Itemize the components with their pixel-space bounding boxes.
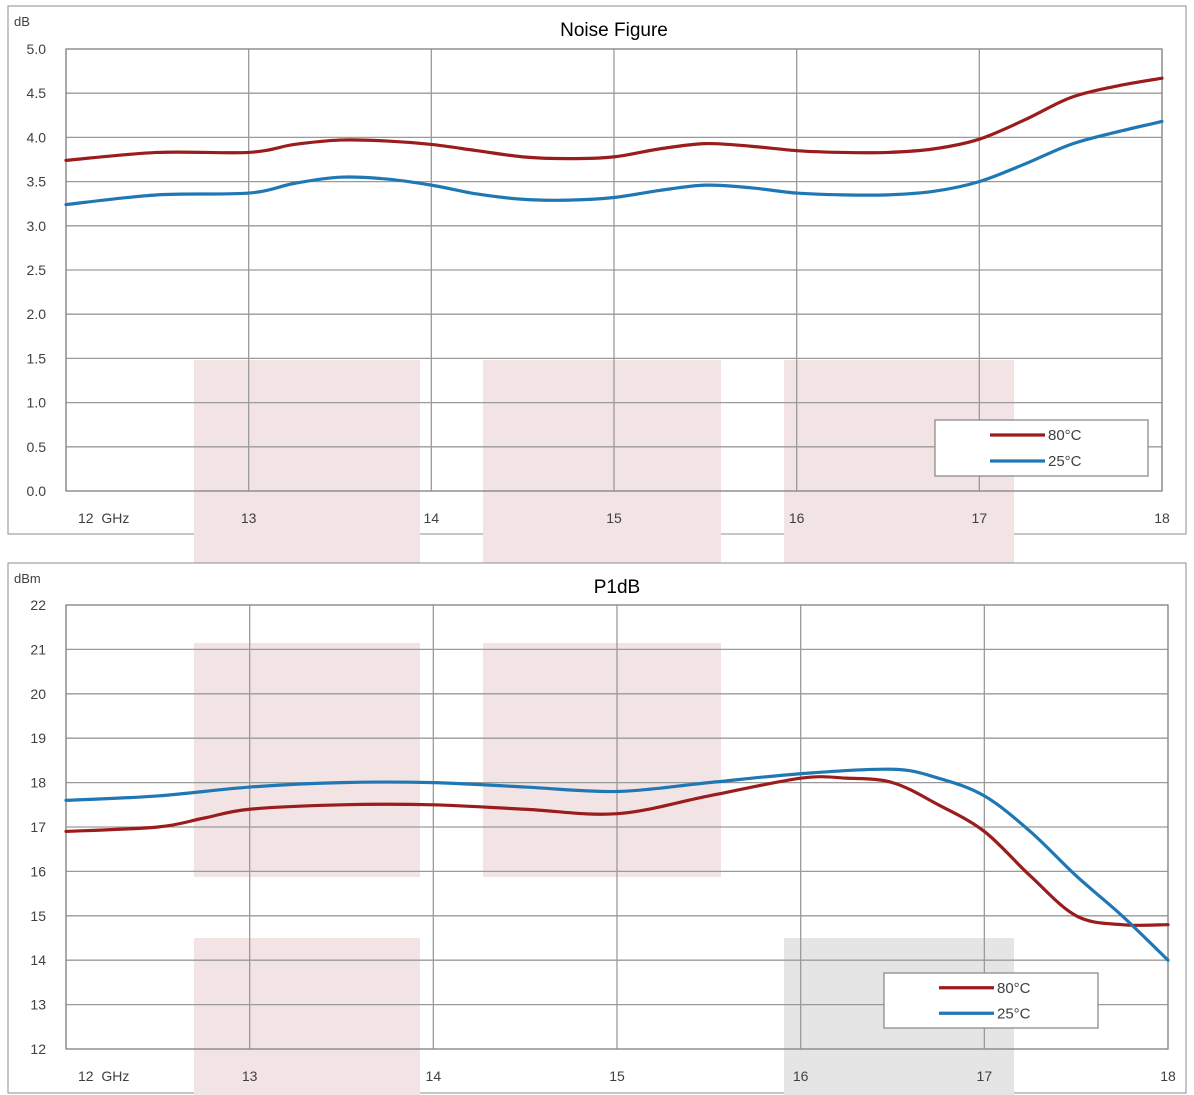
x-tick-label: 18 xyxy=(1160,1068,1176,1084)
y-tick-label: 0.0 xyxy=(27,483,47,499)
x-tick-label: 15 xyxy=(609,1068,625,1084)
y-tick-label: 20 xyxy=(30,686,46,702)
y-tick-label: 0.5 xyxy=(27,439,47,455)
y-tick-label: 3.5 xyxy=(27,174,47,190)
y-tick-label: 4.5 xyxy=(27,85,47,101)
shaded-region xyxy=(483,360,721,582)
x-tick-label: 17 xyxy=(977,1068,993,1084)
y-tick-label: 1.5 xyxy=(27,350,47,366)
y-tick-label: 15 xyxy=(30,908,46,924)
chart-title: Noise Figure xyxy=(560,20,668,41)
legend-label: 80°C xyxy=(1048,427,1082,444)
series-line-25c xyxy=(64,767,1170,962)
x-tick-label: 14 xyxy=(424,510,440,526)
legend: 80°C 25°C xyxy=(883,972,1099,1029)
y-tick-label: 12 xyxy=(30,1041,46,1057)
y-tick-label: 16 xyxy=(30,863,46,879)
x-tick-label: 16 xyxy=(793,1068,809,1084)
y-tick-label: 2.5 xyxy=(27,262,47,278)
y-tick-label: 14 xyxy=(30,952,46,968)
x-tick-label: 18 xyxy=(1154,510,1170,526)
legend-label: 80°C xyxy=(997,980,1031,997)
x-tick-label: 13 xyxy=(241,510,257,526)
x-tick-label: 12 GHz xyxy=(78,1068,129,1084)
y-tick-label: 13 xyxy=(30,997,46,1013)
chart-title: P1dB xyxy=(594,577,640,598)
series-line-80c xyxy=(64,775,1170,927)
x-tick-label: 15 xyxy=(606,510,622,526)
shaded-region xyxy=(194,360,420,582)
x-tick-label: 14 xyxy=(426,1068,442,1084)
y-tick-label: 2.0 xyxy=(27,306,47,322)
legend-label: 25°C xyxy=(1048,453,1082,470)
legend-box xyxy=(883,972,1099,1029)
series-line-80c xyxy=(64,76,1164,162)
x-tick-label: 13 xyxy=(242,1068,258,1084)
y-tick-label: 17 xyxy=(30,819,46,835)
x-tick-label: 16 xyxy=(789,510,805,526)
legend-label: 25°C xyxy=(997,1005,1031,1022)
y-tick-label: 19 xyxy=(30,730,46,746)
y-axis-unit: dB xyxy=(14,14,30,29)
chart-2: 12 13 14 15 16 17 18 19 20 21 22 12 GHz 13 14 15 16 17 18… xyxy=(7,562,1187,1095)
y-tick-label: 3.0 xyxy=(27,218,47,234)
x-tick-label: 12 GHz xyxy=(78,510,129,526)
shaded-region xyxy=(194,643,420,877)
series-line-25c xyxy=(64,119,1164,207)
y-tick-label: 21 xyxy=(30,641,46,657)
chart-1: 0.0 0.5 1.0 1.5 2.0 2.5 3.0 3.5 4.0 4.5 5.0 12 GHz 1… xyxy=(7,5,1187,582)
x-tick-label: 17 xyxy=(972,510,988,526)
y-tick-label: 1.0 xyxy=(27,395,47,411)
legend: 80°C 25°C xyxy=(934,419,1149,477)
legend-box xyxy=(934,419,1149,477)
shaded-region xyxy=(483,643,721,877)
y-tick-label: 18 xyxy=(30,775,46,791)
y-tick-label: 22 xyxy=(30,597,46,613)
shaded-region xyxy=(194,938,420,1095)
y-tick-label: 4.0 xyxy=(27,129,47,145)
y-axis-unit: dBm xyxy=(14,571,41,586)
y-tick-label: 5.0 xyxy=(27,41,47,57)
plot-area xyxy=(65,604,1169,1050)
plot-area xyxy=(65,48,1163,492)
